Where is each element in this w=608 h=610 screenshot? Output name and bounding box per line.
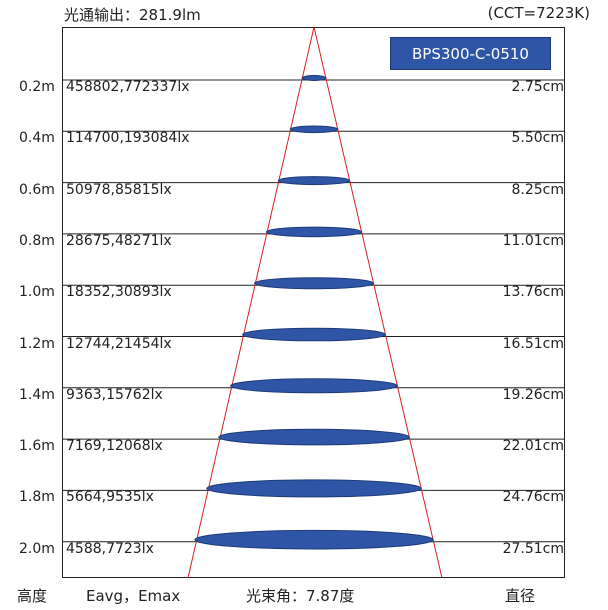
- row-spot-diameter: 5.50cm: [511, 130, 564, 147]
- row-spot-diameter: 11.01cm: [502, 232, 564, 249]
- row-spot-diameter: 2.75cm: [511, 79, 564, 95]
- beam-spot-ellipse: [301, 75, 327, 81]
- row-illuminance: 12744,21454lx: [66, 335, 172, 352]
- row-illuminance: 4588,7723lx: [66, 540, 154, 557]
- luminous-output-label: 光通输出：281.9lm: [64, 6, 201, 24]
- row-distance: 1.2m: [19, 335, 55, 352]
- beam-edge-left: [187, 26, 315, 579]
- row-illuminance: 5664,9535lx: [66, 489, 154, 506]
- beam-spot-ellipse: [206, 479, 422, 498]
- row-distance: 1.4m: [19, 386, 55, 403]
- beam-spot-ellipse: [242, 327, 386, 342]
- row-distance: 1.0m: [19, 284, 55, 301]
- beam-spot-ellipse: [265, 226, 363, 238]
- row-distance: 0.2m: [19, 79, 55, 95]
- row-distance: 0.4m: [19, 130, 55, 147]
- height-column-label: 高度: [17, 587, 48, 605]
- row-distance: 1.8m: [19, 489, 55, 506]
- row-spot-diameter: 27.51cm: [502, 540, 564, 557]
- beam-spot-ellipse: [254, 277, 374, 290]
- row-spot-diameter: 8.25cm: [511, 181, 564, 198]
- diameter-column-label: 直径: [505, 587, 536, 605]
- row-illuminance: 50978,85815lx: [66, 181, 172, 198]
- beam-edge-right: [313, 26, 443, 579]
- row-illuminance: 18352,30893lx: [66, 284, 172, 301]
- lux-column-label: Eavg，Emax: [86, 587, 181, 605]
- cct-label: (CCT=7223K): [487, 4, 590, 22]
- row-illuminance: 7169,12068lx: [66, 438, 163, 455]
- row-spot-diameter: 22.01cm: [502, 438, 564, 455]
- row-illuminance: 114700,193084lx: [66, 130, 190, 147]
- row-distance: 0.6m: [19, 181, 55, 198]
- beam-spot-ellipse: [218, 428, 410, 446]
- row-spot-diameter: 19.26cm: [502, 386, 564, 403]
- row-distance: 1.6m: [19, 438, 55, 455]
- row-illuminance: 28675,48271lx: [66, 232, 172, 249]
- beam-spot-ellipse: [194, 529, 434, 550]
- beam-angle-label: 光束角：7.87度: [246, 587, 355, 605]
- row-illuminance: 9363,15762lx: [66, 386, 163, 403]
- beam-spot-ellipse: [289, 125, 339, 134]
- beam-spot-ellipse: [230, 378, 398, 394]
- row-illuminance: 458802,772337lx: [66, 79, 190, 95]
- beam-spot-ellipse: [277, 176, 351, 186]
- row-distance: 0.8m: [19, 232, 55, 249]
- row-spot-diameter: 24.76cm: [502, 489, 564, 506]
- row-spot-diameter: 13.76cm: [502, 284, 564, 301]
- row-spot-diameter: 16.51cm: [502, 335, 564, 352]
- model-badge: BPS300-C-0510: [390, 37, 551, 70]
- row-distance: 2.0m: [19, 540, 55, 557]
